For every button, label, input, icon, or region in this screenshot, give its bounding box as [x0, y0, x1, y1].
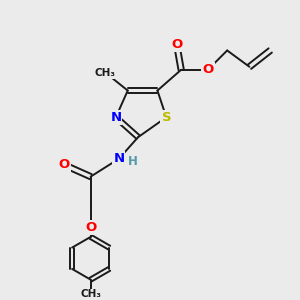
Text: N: N: [110, 111, 122, 124]
Text: O: O: [58, 158, 70, 171]
Text: O: O: [171, 38, 182, 51]
Text: CH₃: CH₃: [95, 68, 116, 78]
Text: O: O: [202, 63, 214, 76]
Text: O: O: [85, 220, 96, 234]
Text: H: H: [128, 155, 138, 168]
Text: CH₃: CH₃: [80, 290, 101, 299]
Text: S: S: [161, 111, 171, 124]
Text: N: N: [113, 152, 124, 165]
